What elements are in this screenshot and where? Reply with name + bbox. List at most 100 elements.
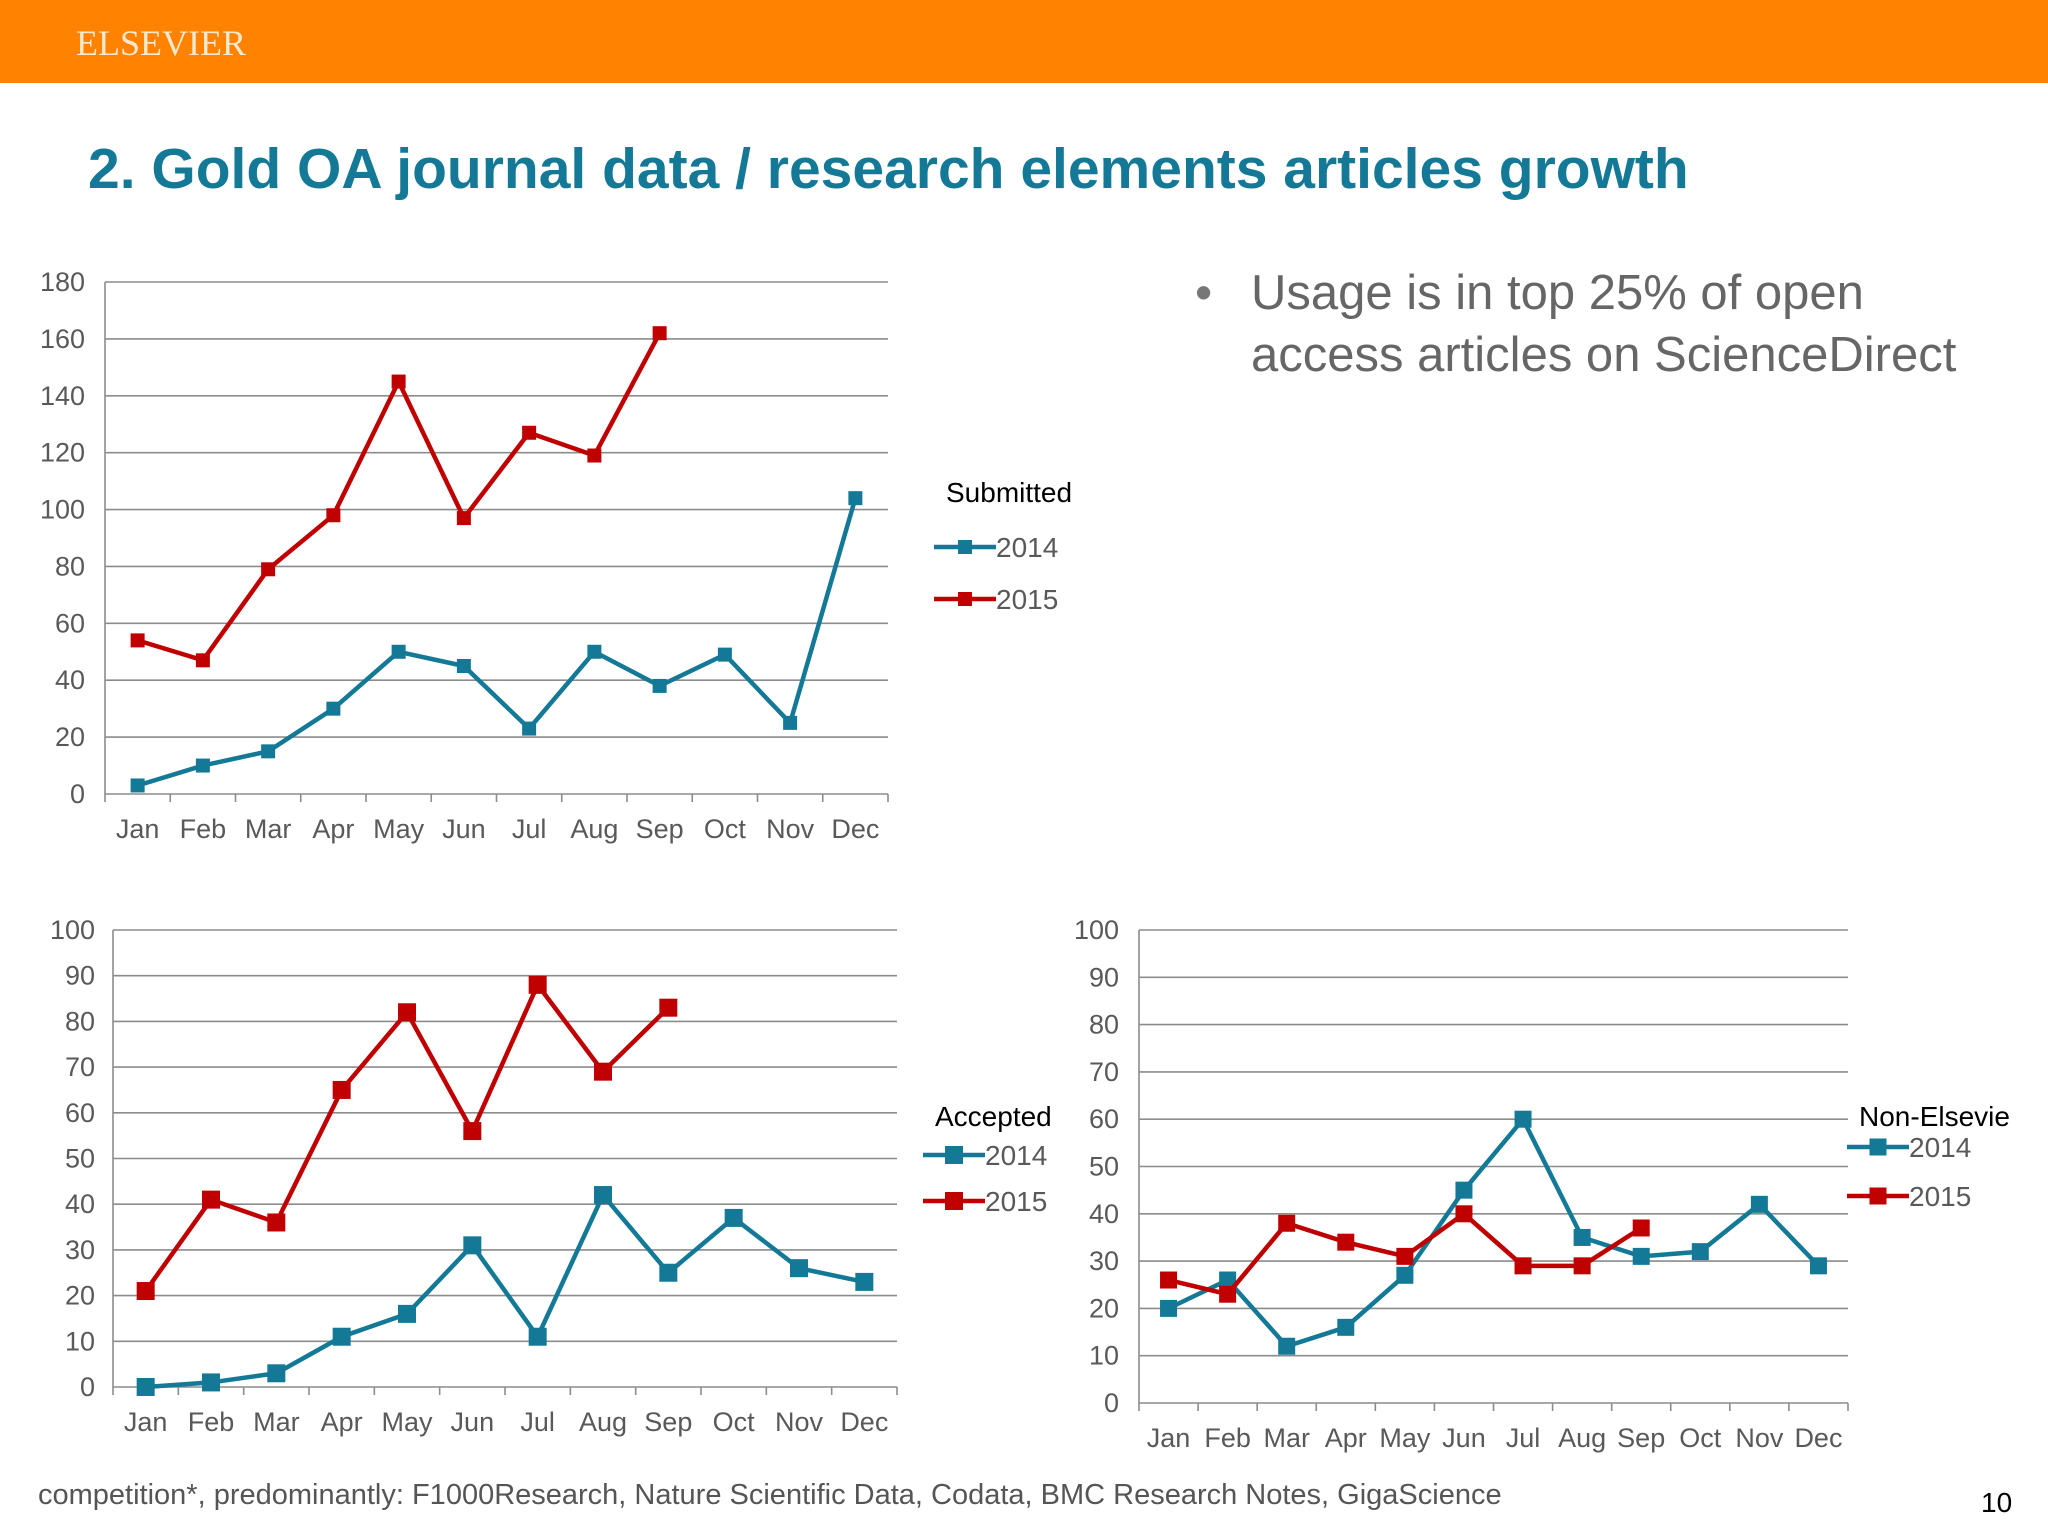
legend-swatch-marker: [945, 1192, 963, 1210]
y-tick-label: 0: [1104, 1388, 1119, 1418]
y-tick-label: 50: [1089, 1152, 1119, 1182]
data-point: [202, 1190, 220, 1209]
x-tick-label: Jan: [116, 814, 160, 844]
legend-label: 2015: [1909, 1181, 1971, 1212]
x-tick-label: Mar: [245, 814, 292, 844]
x-tick-label: May: [1379, 1423, 1431, 1453]
y-tick-label: 100: [1074, 915, 1119, 945]
y-tick-label: 0: [80, 1372, 95, 1402]
chart-non-elsevier: 0 10 20 30 40 50 60 70 80 90 100 Jan Feb Mar Apr May Jun…: [1074, 915, 2010, 1453]
y-tick-label: 180: [40, 267, 85, 297]
data-point: [456, 659, 471, 673]
data-point: [1278, 1214, 1296, 1232]
legend-title: Non-Elsevie: [1859, 1101, 2010, 1132]
data-point: [391, 374, 406, 389]
data-point: [587, 448, 602, 463]
data-point: [1750, 1195, 1768, 1213]
page-number: 10: [1981, 1487, 2013, 1518]
data-point: [1514, 1257, 1532, 1275]
y-tick-label: 90: [1089, 962, 1119, 992]
data-point: [659, 1263, 678, 1282]
data-point: [326, 508, 341, 523]
data-point: [398, 1304, 416, 1323]
legend-swatch-marker: [958, 540, 972, 554]
x-tick-label: Aug: [570, 814, 618, 844]
data-point: [1514, 1110, 1532, 1128]
y-tick-label: 60: [65, 1098, 95, 1128]
y-tick-label: 40: [65, 1189, 95, 1219]
data-point: [456, 511, 471, 526]
y-tick-label: 80: [65, 1006, 95, 1036]
legend-title: Submitted: [946, 477, 1072, 508]
y-tick-label: 20: [65, 1281, 95, 1311]
data-point: [855, 1272, 874, 1291]
data-point: [594, 1062, 612, 1081]
bullet-point: • Usage is in top 25% of open access art…: [1195, 262, 2015, 386]
legend-swatch-marker: [1869, 1138, 1887, 1156]
data-point: [1691, 1243, 1709, 1261]
data-point: [1337, 1233, 1355, 1251]
data-point: [1809, 1257, 1827, 1275]
data-point: [522, 721, 537, 736]
legend-swatch-marker: [958, 592, 972, 606]
series-2015: [136, 975, 678, 1301]
data-point: [1455, 1205, 1473, 1223]
y-tick-label: 100: [40, 495, 85, 525]
elsevier-logo: ELSEVIER: [76, 23, 246, 63]
x-tick-label: Apr: [321, 1407, 363, 1437]
series-2014: [130, 491, 863, 793]
series-2014: [136, 1186, 874, 1396]
x-tick-label: Aug: [1558, 1423, 1606, 1453]
x-tick-label: Sep: [1617, 1423, 1665, 1453]
y-tick-label: 120: [40, 438, 85, 468]
y-tick-label: 100: [50, 915, 95, 945]
footnote: competition*, predominantly: F1000Resear…: [38, 1479, 1502, 1511]
x-tick-label: May: [373, 814, 425, 844]
x-tick-label: Nov: [766, 814, 815, 844]
bullet-icon: •: [1195, 266, 1213, 320]
data-point: [652, 326, 667, 341]
chart-accepted: 0 10 20 30 40 50 60 70 80 90 100 Jan Feb Mar Apr May Jun…: [50, 915, 1052, 1437]
x-tick-label: Nov: [1735, 1423, 1784, 1453]
y-tick-label: 90: [65, 961, 95, 991]
y-tick-label: 80: [1089, 1010, 1119, 1040]
data-point: [332, 1080, 351, 1099]
x-tick-label: Feb: [1204, 1423, 1251, 1453]
x-tick-label: Jun: [442, 814, 486, 844]
x-tick-label: Jan: [124, 1407, 168, 1437]
data-point: [136, 1378, 155, 1396]
y-tick-label: 30: [65, 1235, 95, 1265]
data-point: [587, 644, 602, 659]
legend-label: 2015: [985, 1186, 1047, 1217]
x-tick-label: Jan: [1147, 1423, 1191, 1453]
data-point: [1455, 1181, 1473, 1199]
data-point: [1278, 1337, 1296, 1355]
data-point: [463, 1236, 482, 1255]
series-line: [143, 980, 670, 1293]
data-point: [261, 562, 276, 577]
data-point: [1396, 1247, 1414, 1265]
data-point: [1573, 1228, 1591, 1246]
series-2014: [1160, 1110, 1827, 1355]
x-tick-label: Dec: [840, 1407, 888, 1437]
x-tick-label: Feb: [180, 814, 227, 844]
legend-label: 2014: [985, 1140, 1047, 1171]
y-tick-label: 50: [65, 1144, 95, 1174]
bullet-text: Usage is in top 25% of open access artic…: [1251, 266, 1957, 382]
x-tick-label: Feb: [188, 1407, 235, 1437]
x-tick-label: Jul: [520, 1407, 555, 1437]
series-line: [145, 1190, 865, 1390]
legend: Submitted 2014 2015: [934, 477, 1072, 615]
legend-label: 2015: [996, 584, 1058, 615]
data-point: [790, 1259, 808, 1278]
header-bar: ELSEVIER: [0, 0, 2048, 83]
data-point: [724, 1208, 743, 1227]
data-point: [528, 1327, 547, 1346]
data-point: [332, 1327, 351, 1346]
x-tick-label: Jul: [1506, 1423, 1541, 1453]
y-tick-label: 20: [1089, 1293, 1119, 1323]
y-tick-label: 140: [40, 381, 85, 411]
data-point: [463, 1122, 482, 1141]
